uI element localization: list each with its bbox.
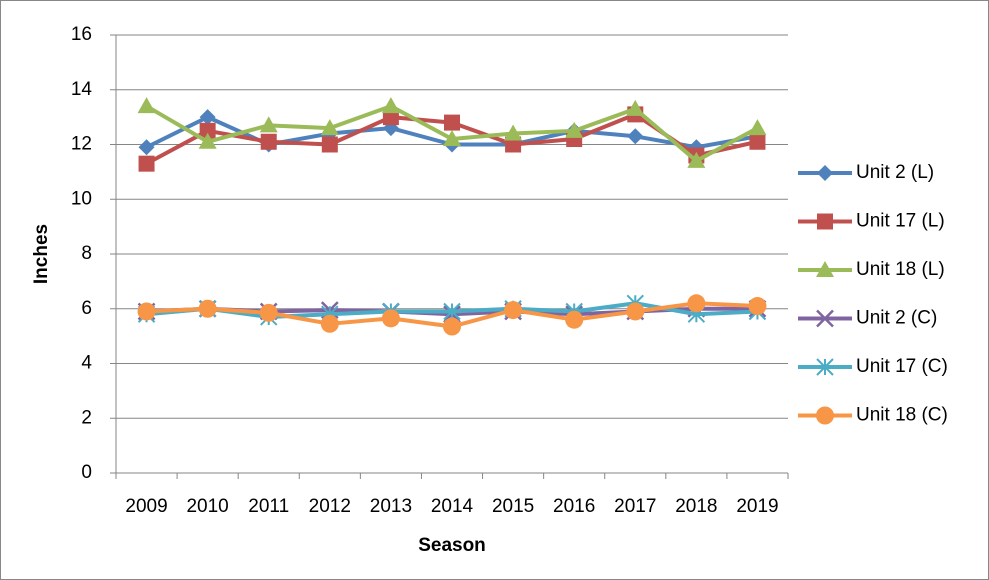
y-tick-label: 2 [81,407,92,428]
legend-label: Unit 17 (C) [856,356,948,377]
x-tick-label: 2018 [675,496,717,517]
y-tick-label: 6 [81,298,92,319]
marker [260,133,277,150]
legend-label: Unit 18 (L) [856,259,945,280]
marker [504,124,523,141]
legend-marker [816,406,834,425]
marker [748,119,767,136]
marker [749,133,766,150]
x-tick-label: 2017 [614,496,656,517]
x-tick-label: 2015 [492,496,534,517]
legend-label: Unit 2 (C) [856,308,937,329]
marker [199,109,216,126]
marker [320,314,339,333]
marker [626,302,645,321]
y-tick-label: 14 [71,79,93,100]
marker [259,116,278,133]
marker [443,130,461,147]
y-tick-label: 16 [71,24,92,45]
y-tick-label: 12 [71,134,92,155]
x-tick-label: 2019 [736,496,778,517]
marker [443,317,461,336]
marker [320,119,339,136]
marker [198,299,217,318]
x-tick-label: 2014 [431,496,474,517]
x-tick-label: 2013 [370,496,412,517]
marker [627,128,644,145]
marker [748,297,767,316]
y-axis-title: Inches [31,224,52,284]
marker [565,310,584,329]
legend-marker [817,165,833,181]
marker [198,132,217,149]
x-tick-label: 2011 [248,496,289,517]
marker [137,97,156,114]
marker [138,155,155,172]
x-tick-label: 2010 [186,496,228,517]
legend-label: Unit 18 (C) [856,405,948,426]
marker [687,294,706,313]
marker [137,302,156,321]
marker [259,303,278,322]
legend-marker [816,309,834,328]
legend-label: Unit 2 (L) [856,162,934,183]
marker [687,151,706,168]
marker [381,309,400,328]
y-tick-label: 10 [71,188,92,209]
marker [565,121,584,138]
x-tick-label: 2016 [553,496,595,517]
marker [321,136,338,153]
legend-marker [816,261,834,277]
marker [626,99,645,116]
y-tick-label: 8 [81,243,92,264]
marker [381,97,400,114]
marker [504,301,523,320]
legend-marker [816,358,834,376]
y-tick-label: 0 [81,462,92,483]
marker [138,139,155,156]
marker [444,114,460,131]
x-tick-label: 2012 [309,496,351,517]
legend-marker [817,213,833,230]
x-tick-label: 2009 [125,496,167,517]
marker [199,122,216,139]
y-tick-label: 4 [81,353,92,374]
x-axis-title: Season [418,535,486,556]
legend-label: Unit 17 (L) [856,211,945,232]
marker [443,302,461,321]
